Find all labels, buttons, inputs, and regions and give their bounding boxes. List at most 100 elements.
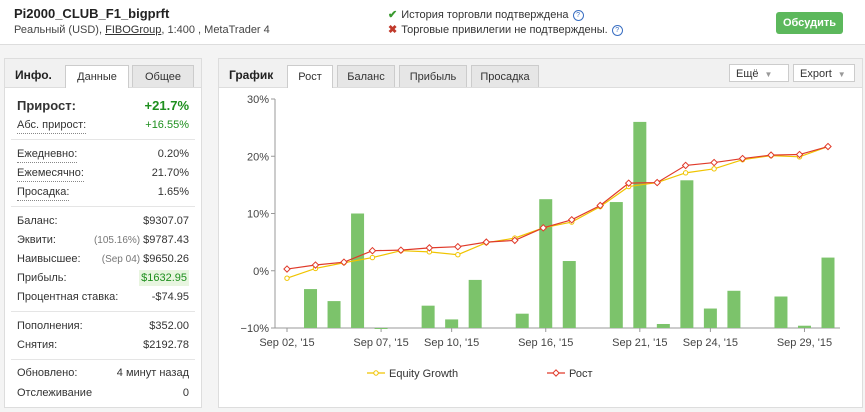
daily-row: Ежедневно: 0.20% bbox=[17, 146, 189, 163]
balance-value: $9307.07 bbox=[143, 215, 189, 227]
series-point bbox=[340, 258, 348, 266]
tab-data[interactable]: Данные bbox=[65, 65, 129, 88]
bar bbox=[609, 202, 623, 328]
abs-growth-label[interactable]: Абс. прирост: bbox=[17, 117, 87, 134]
equity-value: $9787.43 bbox=[143, 234, 189, 246]
series-point bbox=[283, 265, 291, 273]
series-point bbox=[510, 236, 519, 245]
series-point bbox=[795, 150, 804, 159]
series-point bbox=[455, 252, 461, 258]
series-point bbox=[311, 261, 320, 269]
export-dropdown[interactable]: Export ▼ bbox=[793, 64, 855, 82]
highest-value-wrap: (Sep 04) $9650.26 bbox=[102, 251, 189, 268]
bar bbox=[774, 296, 788, 328]
bar bbox=[374, 328, 388, 329]
withdrawals-label: Снятия: bbox=[17, 339, 58, 351]
growth-row: Прирост: +21.7% bbox=[17, 97, 189, 115]
balance-label: Баланс: bbox=[17, 215, 58, 227]
tab-growth[interactable]: Рост bbox=[287, 65, 333, 88]
drawdown-value: 1.65% bbox=[157, 186, 189, 198]
y-tick-label: 0% bbox=[253, 266, 269, 278]
bar bbox=[727, 290, 741, 328]
y-tick-label: 20% bbox=[247, 151, 269, 163]
info-tab-bar: Инфо. Данные Общее bbox=[5, 59, 201, 88]
profit-value: $1632.95 bbox=[139, 270, 189, 286]
divider bbox=[11, 206, 195, 207]
deposits-label: Пополнения: bbox=[17, 320, 83, 332]
monthly-label[interactable]: Ежемесячно: bbox=[17, 165, 84, 182]
series-point bbox=[567, 215, 576, 224]
updated-value: 4 минут назад bbox=[116, 367, 189, 379]
profit-label: Прибыль: bbox=[17, 272, 67, 284]
bar bbox=[562, 261, 576, 328]
info-label: Инфо. bbox=[15, 68, 52, 82]
highest-label: Наивысшее: bbox=[17, 253, 81, 265]
highest-value: $9650.26 bbox=[143, 253, 189, 265]
bar bbox=[656, 323, 670, 328]
daily-value: 0.20% bbox=[157, 148, 189, 160]
bar bbox=[515, 313, 529, 328]
tracking-row: Отслеживание 0 bbox=[17, 385, 189, 401]
x-tick-label: Sep 16, '15 bbox=[518, 337, 573, 349]
x-tick-label: Sep 07, '15 bbox=[353, 337, 408, 349]
interest-label: Процентная ставка: bbox=[17, 291, 119, 303]
bar bbox=[327, 301, 341, 328]
series-point bbox=[596, 201, 605, 210]
equity-label: Эквити: bbox=[17, 234, 56, 246]
deposits-row: Пополнения: $352.00 bbox=[17, 318, 189, 334]
series-point bbox=[369, 254, 376, 261]
more-dropdown[interactable]: Ещё ▼ bbox=[729, 64, 789, 82]
tab-balance[interactable]: Баланс bbox=[337, 65, 395, 87]
chart-tab-bar: График Рост Баланс Прибыль Просадка Ещё ▼… bbox=[219, 59, 862, 88]
bar bbox=[468, 279, 482, 328]
profit-row: Прибыль: $1632.95 bbox=[17, 270, 189, 286]
daily-label[interactable]: Ежедневно: bbox=[17, 146, 78, 163]
series-point bbox=[624, 179, 633, 187]
bar bbox=[421, 305, 435, 328]
export-dropdown-label: Export bbox=[800, 68, 832, 80]
drawdown-row: Просадка: 1.65% bbox=[17, 184, 189, 201]
tab-general[interactable]: Общее bbox=[132, 65, 194, 87]
x-tick-label: Sep 10, '15 bbox=[424, 337, 479, 349]
series-point bbox=[539, 223, 548, 232]
help-icon[interactable]: ? bbox=[611, 24, 623, 36]
highest-date: (Sep 04) bbox=[101, 254, 141, 265]
bar bbox=[680, 180, 694, 328]
bar bbox=[797, 325, 811, 328]
bar bbox=[351, 213, 365, 328]
account-subtitle: Реальный (USD), FIBOGroup, 1:400 , MetaT… bbox=[14, 24, 270, 36]
series-point bbox=[710, 158, 718, 167]
history-status: ✔ История торговли подтверждена? bbox=[388, 8, 584, 21]
y-tick-label: −10% bbox=[241, 323, 270, 335]
y-tick-label: 10% bbox=[247, 209, 269, 221]
series-point bbox=[397, 246, 405, 254]
account-details: , 1:400 , MetaTrader 4 bbox=[161, 24, 270, 36]
monthly-row: Ежемесячно: 21.70% bbox=[17, 165, 189, 182]
account-type: Реальный (USD), bbox=[14, 24, 106, 36]
discuss-button[interactable]: Обсудить bbox=[776, 12, 843, 34]
chart-label: График bbox=[229, 68, 274, 82]
broker-link[interactable]: FIBOGroup bbox=[105, 24, 162, 36]
drawdown-label[interactable]: Просадка: bbox=[17, 184, 70, 201]
series-point bbox=[767, 151, 775, 159]
chart-panel: График Рост Баланс Прибыль Просадка Ещё ▼… bbox=[218, 58, 863, 408]
bar bbox=[821, 257, 835, 328]
growth-chart: 30% 20% 10% 0% −10% Sep 02, '15 Sep 07, '15 Sep… bbox=[241, 94, 840, 380]
legend-marker bbox=[373, 370, 379, 376]
tracking-label: Отслеживание bbox=[17, 387, 93, 399]
tab-profit[interactable]: Прибыль bbox=[399, 65, 467, 87]
withdrawals-value: $2192.78 bbox=[143, 339, 189, 351]
help-icon[interactable]: ? bbox=[572, 9, 584, 21]
monthly-value: 21.70% bbox=[151, 167, 189, 179]
bar bbox=[445, 319, 459, 328]
y-tick-label: 30% bbox=[247, 94, 269, 106]
bar bbox=[703, 308, 717, 328]
tracking-value: 0 bbox=[182, 387, 189, 399]
series-point bbox=[368, 246, 377, 255]
account-title: Pi2000_CLUB_F1_bigprft bbox=[14, 6, 170, 21]
tab-drawdown[interactable]: Просадка bbox=[471, 65, 539, 87]
updated-row: Обновлено: 4 минут назад bbox=[17, 365, 189, 381]
series-point bbox=[824, 142, 832, 151]
deposits-value: $352.00 bbox=[149, 320, 189, 332]
chevron-down-icon: ▼ bbox=[764, 70, 773, 79]
